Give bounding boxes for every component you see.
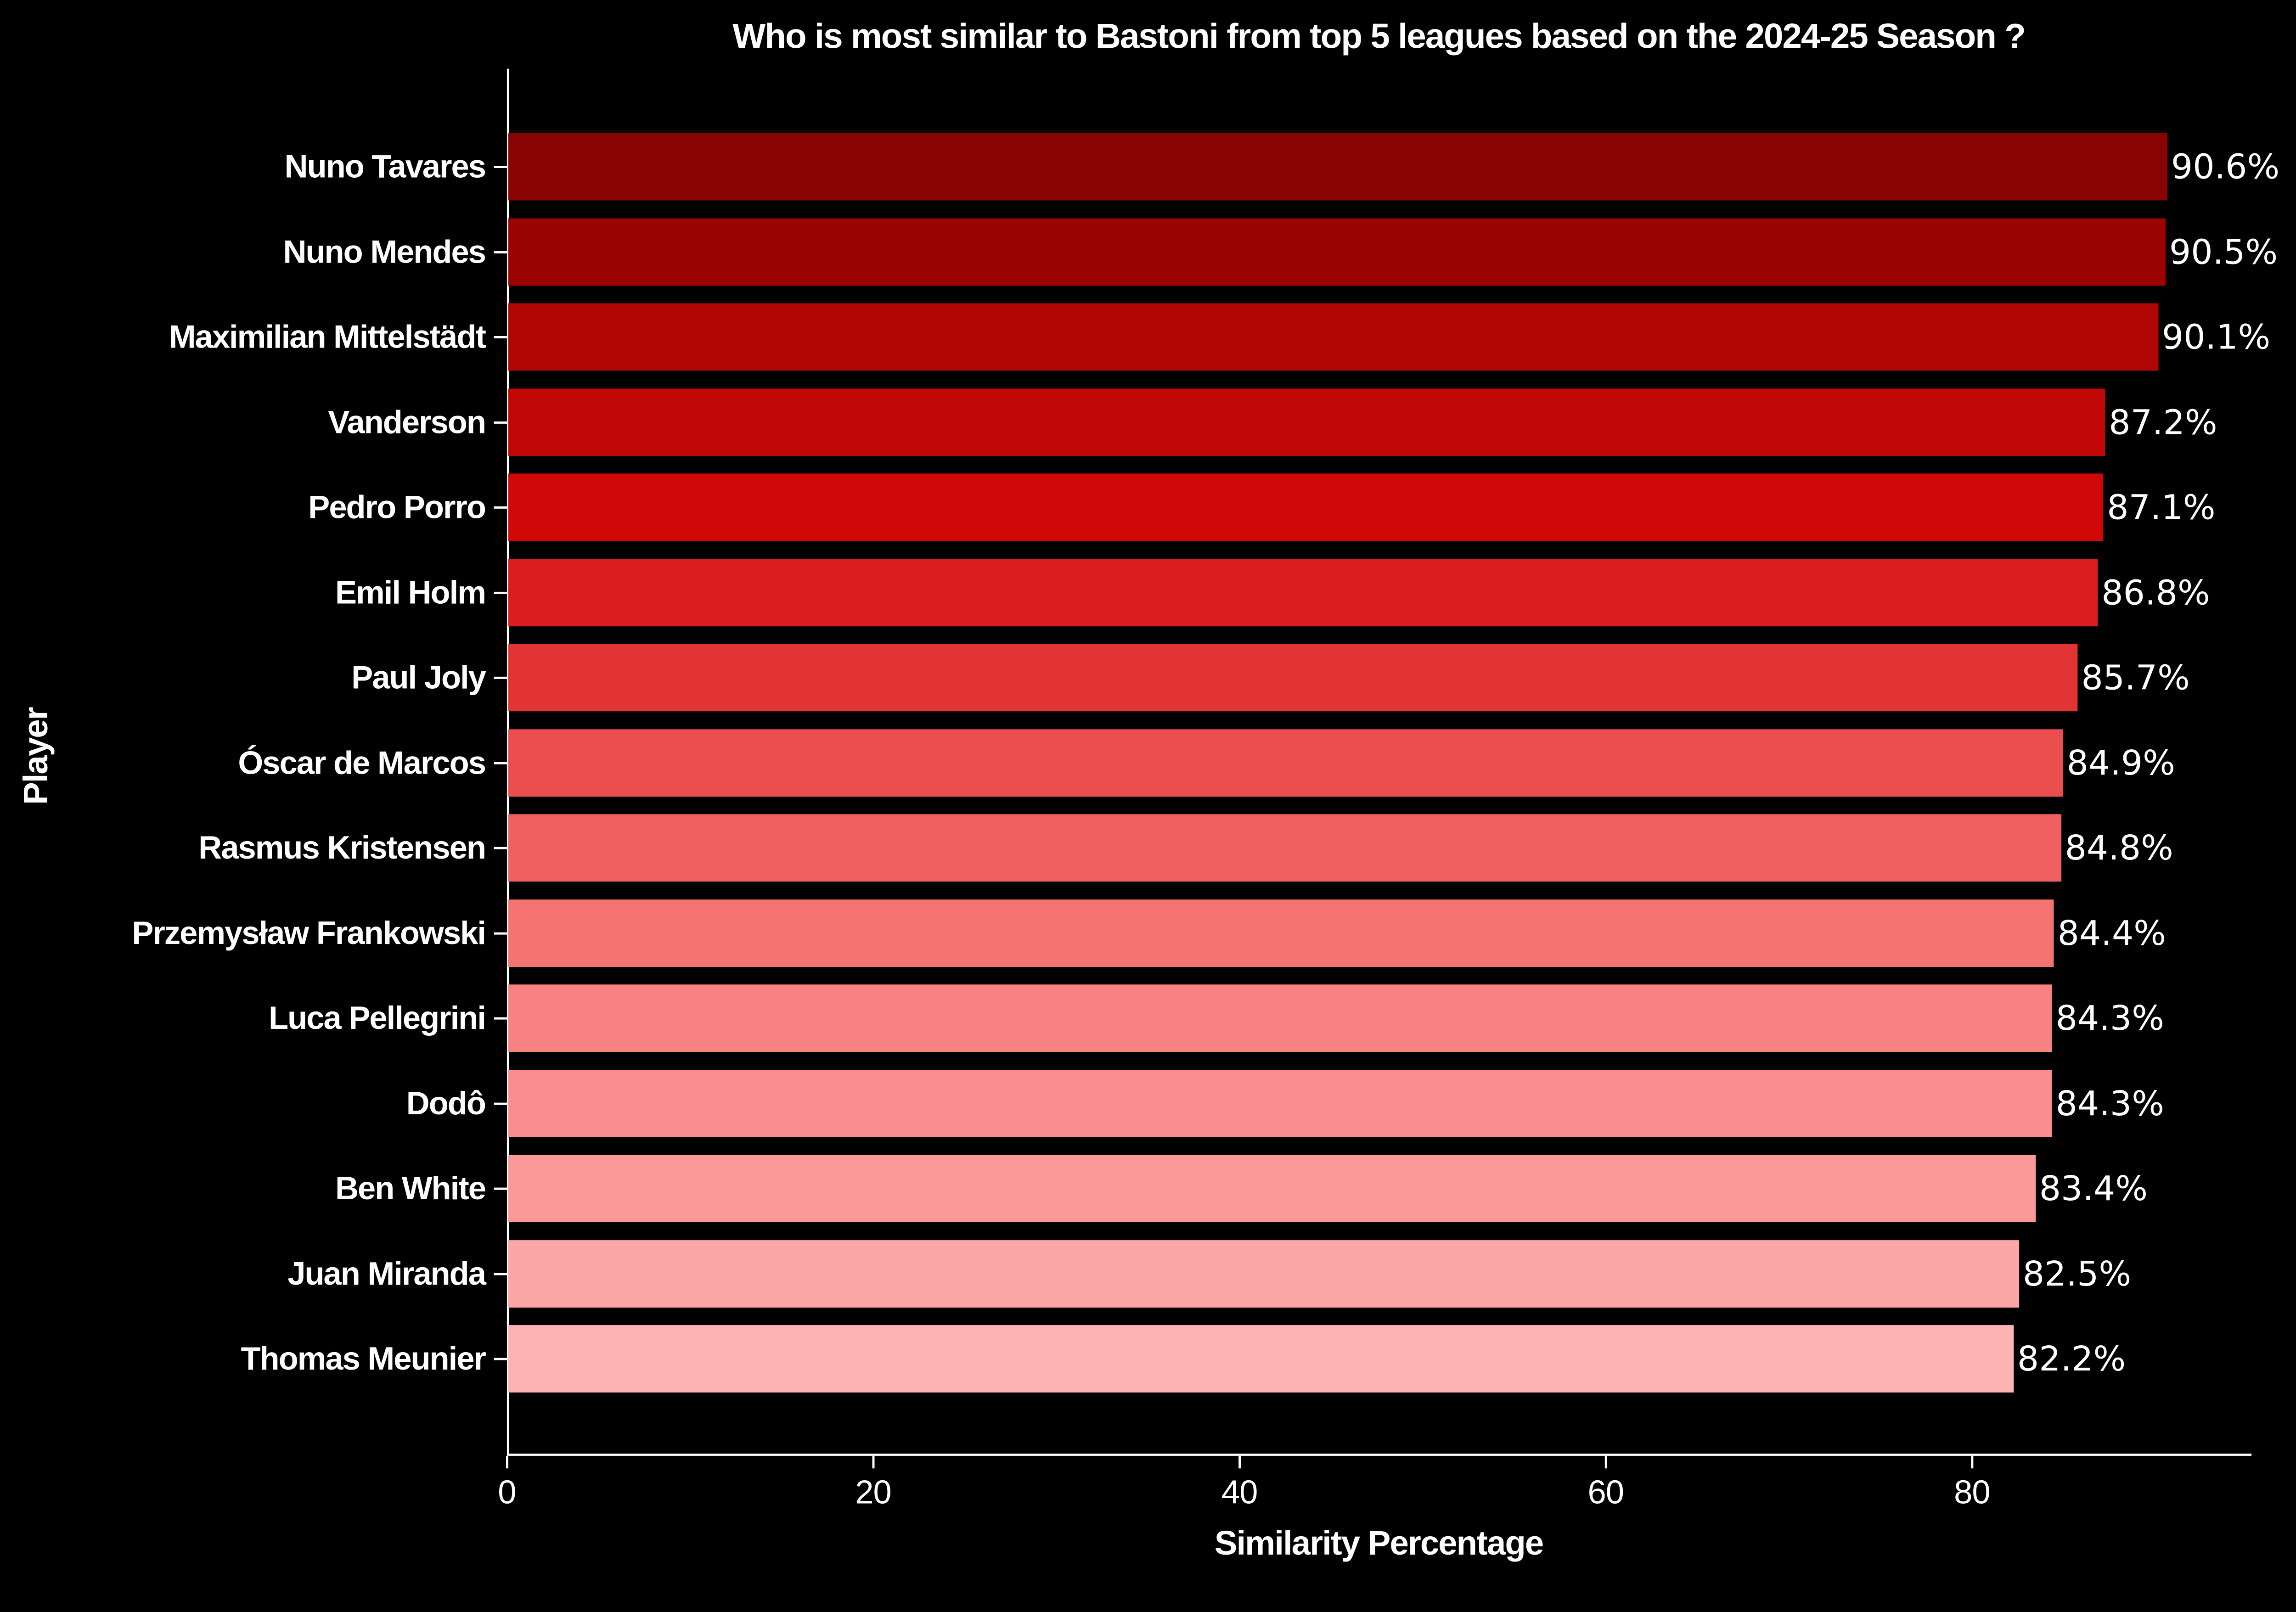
x-tick-label: 0 (498, 1473, 516, 1511)
player-tick-label: Vanderson (328, 404, 486, 440)
x-axis-label: Similarity Percentage (1214, 1524, 1544, 1562)
player-tick-label: Ben White (335, 1170, 486, 1207)
y-tick-mark (494, 591, 507, 594)
bar (508, 1325, 2014, 1393)
y-tick-mark (494, 1358, 507, 1360)
x-tick-mark (872, 1455, 875, 1469)
y-tick-mark (494, 762, 507, 764)
player-tick-label: Nuno Tavares (284, 148, 486, 185)
y-tick-mark (494, 676, 507, 679)
x-tick-mark (506, 1455, 508, 1469)
bar-value-label: 85.7% (2081, 657, 2190, 697)
bar-value-label: 86.8% (2101, 572, 2210, 612)
bar (508, 1155, 2036, 1222)
bar (508, 644, 2078, 712)
bar-value-label: 82.5% (2022, 1253, 2132, 1294)
player-tick-label: Dodô (406, 1085, 486, 1122)
x-tick-label: 20 (855, 1473, 892, 1511)
player-tick-label: Pedro Porro (308, 489, 486, 526)
x-tick-mark (1971, 1455, 1974, 1469)
bar-value-label: 84.4% (2057, 913, 2166, 953)
y-tick-mark (494, 932, 507, 935)
bar-value-label: 84.9% (2066, 742, 2175, 783)
bar-value-label: 87.1% (2107, 487, 2216, 527)
bar-value-label: 82.2% (2017, 1338, 2126, 1379)
y-tick-mark (494, 847, 507, 849)
player-tick-label: Óscar de Marcos (238, 745, 486, 781)
x-tick-label: 60 (1587, 1473, 1624, 1511)
y-tick-mark (494, 1273, 507, 1275)
bar (508, 729, 2063, 797)
x-tick-label: 80 (1954, 1473, 1991, 1511)
bar-value-label: 83.4% (2039, 1168, 2148, 1208)
bar-value-label: 90.6% (2171, 146, 2280, 187)
bar (508, 473, 2104, 541)
player-tick-label: Przemysław Frankowski (132, 915, 486, 951)
player-tick-label: Maximilian Mittelstädt (169, 319, 486, 355)
player-tick-label: Rasmus Kristensen (198, 830, 486, 866)
player-tick-label: Paul Joly (351, 659, 486, 696)
bar-value-label: 84.3% (2055, 998, 2164, 1038)
chart-title: Who is most similar to Bastoni from top … (732, 16, 2026, 56)
bar (508, 984, 2052, 1052)
y-tick-mark (494, 421, 507, 424)
y-axis-label: Player (17, 708, 55, 805)
bar (508, 388, 2105, 456)
y-tick-mark (494, 1102, 507, 1105)
y-tick-mark (494, 251, 507, 253)
y-tick-mark (494, 336, 507, 338)
bar-chart: Who is most similar to Bastoni from top … (17, 16, 2280, 1562)
bar (508, 814, 2061, 882)
bar-value-label: 84.3% (2055, 1083, 2164, 1123)
bar-value-label: 87.2% (2109, 402, 2217, 442)
y-tick-mark (494, 1017, 507, 1020)
player-tick-label: Juan Miranda (287, 1255, 486, 1292)
x-tick-mark (1238, 1455, 1241, 1469)
bar (508, 1069, 2052, 1137)
x-axis-spine (506, 1453, 2252, 1456)
y-tick-mark (494, 506, 507, 509)
x-tick-label: 40 (1221, 1473, 1258, 1511)
x-tick-mark (1604, 1455, 1607, 1469)
bar-value-label: 84.8% (2065, 827, 2173, 868)
player-tick-label: Nuno Mendes (283, 234, 486, 270)
bar (508, 558, 2098, 626)
bar (508, 303, 2159, 371)
bar (508, 1240, 2020, 1308)
bar (508, 218, 2166, 286)
player-tick-label: Emil Holm (335, 574, 486, 611)
player-tick-label: Thomas Meunier (241, 1341, 486, 1377)
y-axis-spine (506, 68, 509, 1455)
bar (508, 899, 2054, 967)
player-tick-label: Luca Pellegrini (269, 1000, 486, 1036)
bar-value-label: 90.1% (2161, 316, 2271, 357)
bar-value-label: 90.5% (2169, 231, 2278, 272)
bar (508, 133, 2168, 201)
y-tick-mark (494, 1187, 507, 1190)
y-tick-mark (494, 166, 507, 169)
